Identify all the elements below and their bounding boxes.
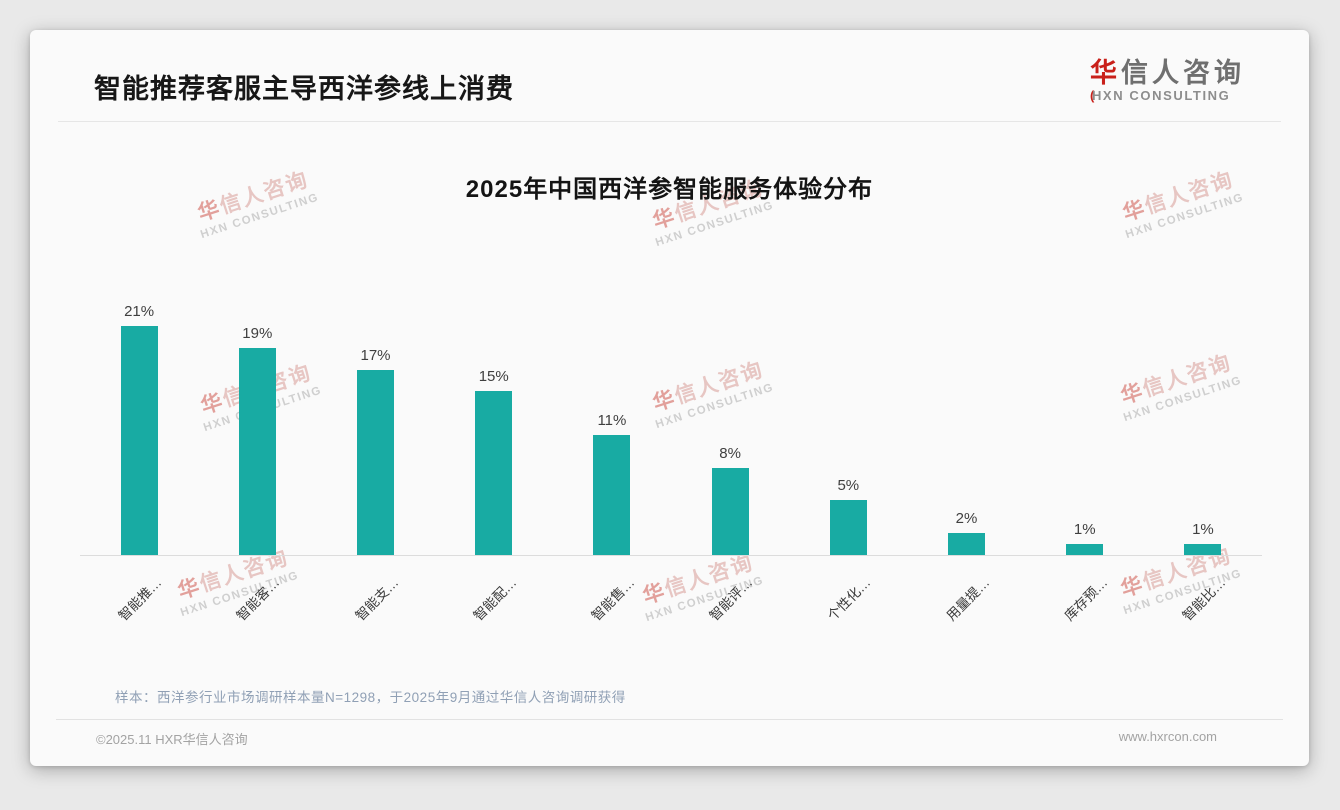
bar xyxy=(593,435,631,555)
x-axis-label: 个性化… xyxy=(824,574,874,624)
bar-group: 19% xyxy=(198,325,316,555)
brand-logo-en-text: HXN CONSULTING xyxy=(1091,88,1231,103)
bar-value-label: 17% xyxy=(360,347,391,364)
x-axis-tick: 智能配… xyxy=(435,556,553,638)
x-axis-tick: 智能比… xyxy=(1144,556,1262,638)
x-axis-labels: 智能推… 智能客… 智能支… 智能配… 智能售… 智能评… 个性化… 用量提… 库存预… 智能比… xyxy=(80,556,1262,638)
bar xyxy=(357,370,394,555)
bar xyxy=(1184,544,1222,555)
x-axis-label: 智能客… xyxy=(233,574,283,624)
bar-value-label: 21% xyxy=(124,303,155,320)
brand-logo-en: (HXN CONSULTING xyxy=(1090,88,1245,103)
brand-logo: 华信人咨询 (HXN CONSULTING xyxy=(1090,58,1245,103)
bar-value-label: 8% xyxy=(719,445,741,462)
bar-group: 1% xyxy=(1026,521,1144,555)
bar-value-label: 5% xyxy=(837,477,860,494)
bar-group: 1% xyxy=(1144,521,1262,555)
x-axis-label: 智能配… xyxy=(470,574,520,624)
bar-group: 8% xyxy=(671,445,789,555)
bar xyxy=(711,468,749,555)
bar xyxy=(829,500,867,555)
bar-value-label: 1% xyxy=(1073,521,1096,538)
bar-group: 5% xyxy=(789,477,907,555)
x-axis-tick: 智能客… xyxy=(198,556,316,638)
bar-value-label: 1% xyxy=(1192,521,1214,538)
report-card: 华信人咨询 HXN CONSULTING 华信人咨询 HXN CONSULTING 华信… xyxy=(30,30,1309,766)
x-axis-tick: 个性化… xyxy=(789,556,907,638)
x-axis-label: 用量提… xyxy=(943,574,992,624)
bar xyxy=(475,391,513,555)
bar-group: 2% xyxy=(907,510,1025,555)
x-axis-label: 智能支… xyxy=(352,574,401,624)
bar xyxy=(948,533,986,555)
website-text: www.hxrcon.com xyxy=(1118,729,1217,744)
brand-logo-cn: 华信人咨询 xyxy=(1090,58,1245,88)
x-axis-tick: 智能推… xyxy=(80,556,198,638)
header-divider xyxy=(58,121,1281,122)
brand-logo-tick: ( xyxy=(1090,88,1096,103)
x-axis-label: 库存预… xyxy=(1061,574,1111,624)
bar xyxy=(238,348,276,555)
bar-group: 11% xyxy=(553,412,671,555)
brand-logo-cn-rest: 信人咨询 xyxy=(1121,58,1245,88)
x-axis-tick: 智能售… xyxy=(553,556,671,638)
bar xyxy=(1066,544,1104,555)
chart-title: 2025年中国西洋参智能服务体验分布 xyxy=(465,176,874,203)
bar-chart: 21% 19% 17% 15% 11% 8% 5% 2% 1% 1% 智能推… 智能客… 智能支… 智能… xyxy=(80,300,1262,638)
bar-value-label: 2% xyxy=(955,510,978,527)
bar-group: 15% xyxy=(435,368,553,555)
brand-logo-accent-char: 华 xyxy=(1090,58,1121,88)
x-axis-label: 智能售… xyxy=(588,574,638,624)
report-footer: ©2025.11 HXR华信人咨询 www.hxrcon.com xyxy=(30,720,1309,748)
x-axis-tick: 用量提… xyxy=(907,556,1025,638)
report-header: 智能推荐客服主导西洋参线上消费 华信人咨询 (HXN CONSULTING xyxy=(30,30,1309,106)
page-title: 智能推荐客服主导西洋参线上消费 xyxy=(94,74,514,104)
bar-value-label: 15% xyxy=(478,368,509,385)
bar xyxy=(120,326,158,555)
sample-note: 样本：西洋参行业市场调研样本量N=1298，于2025年9月通过华信人咨询调研获… xyxy=(115,690,626,705)
x-axis-line xyxy=(80,555,1262,556)
bar-group: 21% xyxy=(80,303,198,555)
x-axis-tick: 智能评… xyxy=(671,556,789,638)
bar-group: 17% xyxy=(316,347,434,555)
bar-value-label: 19% xyxy=(242,325,273,342)
x-axis-label: 智能评… xyxy=(706,574,756,624)
x-axis-label: 智能推… xyxy=(115,574,165,624)
bar-value-label: 11% xyxy=(597,412,627,429)
x-axis-tick: 库存预… xyxy=(1026,556,1144,638)
footer-divider xyxy=(56,719,1283,720)
x-axis-tick: 智能支… xyxy=(316,556,434,638)
copyright-text: ©2025.11 HXR华信人咨询 xyxy=(96,732,248,747)
x-axis-label: 智能比… xyxy=(1179,574,1229,624)
plot-area: 21% 19% 17% 15% 11% 8% 5% 2% 1% 1% xyxy=(80,300,1262,555)
